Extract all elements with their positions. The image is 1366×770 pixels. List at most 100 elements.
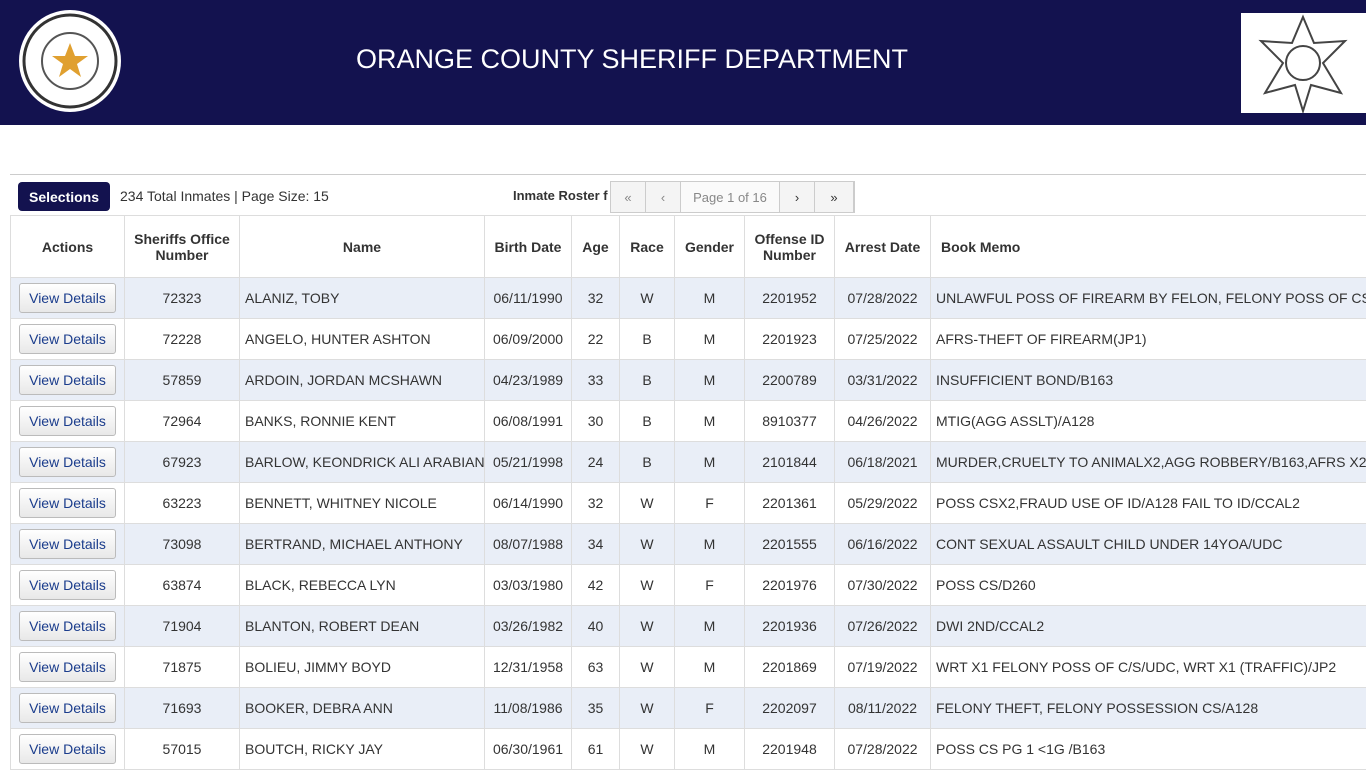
cell: BERTRAND, MICHAEL ANTHONY — [240, 524, 485, 565]
cell: BARLOW, KEONDRICK ALI ARABIAN — [240, 442, 485, 483]
view-details-button[interactable]: View Details — [19, 447, 116, 477]
view-details-button[interactable]: View Details — [19, 529, 116, 559]
cell: WRT X1 FELONY POSS OF C/S/UDC, WRT X1 (T… — [931, 647, 1366, 688]
cell: 30 — [572, 401, 620, 442]
view-details-button[interactable]: View Details — [19, 570, 116, 600]
cell: 72323 — [125, 278, 240, 319]
cell: 06/09/2000 — [485, 319, 572, 360]
cell: 22 — [572, 319, 620, 360]
actions-cell: View Details — [11, 524, 125, 565]
cell: UNLAWFUL POSS OF FIREARM BY FELON, FELON… — [931, 278, 1366, 319]
cell: 40 — [572, 606, 620, 647]
roster-label: Inmate Roster f — [513, 188, 608, 203]
view-details-button[interactable]: View Details — [19, 406, 116, 436]
cell: 2201923 — [745, 319, 835, 360]
toolbar: Selections 234 Total Inmates | Page Size… — [10, 174, 1366, 216]
cell: ALANIZ, TOBY — [240, 278, 485, 319]
view-details-button[interactable]: View Details — [19, 365, 116, 395]
cell: 12/31/1958 — [485, 647, 572, 688]
first-page[interactable]: « — [611, 182, 646, 212]
view-details-button[interactable]: View Details — [19, 652, 116, 682]
cell: BANKS, RONNIE KENT — [240, 401, 485, 442]
cell: 07/26/2022 — [835, 606, 931, 647]
cell: AFRS-THEFT OF FIREARM(JP1) — [931, 319, 1366, 360]
cell: 42 — [572, 565, 620, 606]
cell: BOLIEU, JIMMY BOYD — [240, 647, 485, 688]
cell: ARDOIN, JORDAN MCSHAWN — [240, 360, 485, 401]
cell: POSS CS/D260 — [931, 565, 1366, 606]
actions-cell: View Details — [11, 483, 125, 524]
cell: 06/30/1961 — [485, 729, 572, 770]
cell: W — [620, 524, 675, 565]
actions-cell: View Details — [11, 729, 125, 770]
cell: 11/08/1986 — [485, 688, 572, 729]
cell: F — [675, 565, 745, 606]
cell: 71904 — [125, 606, 240, 647]
cell: 72228 — [125, 319, 240, 360]
cell: ANGELO, HUNTER ASHTON — [240, 319, 485, 360]
cell: M — [675, 647, 745, 688]
actions-cell: View Details — [11, 278, 125, 319]
actions-cell: View Details — [11, 688, 125, 729]
pager: «‹Page 1 of 16›» — [610, 181, 855, 213]
cell: BLANTON, ROBERT DEAN — [240, 606, 485, 647]
cell: 72964 — [125, 401, 240, 442]
cell: 08/07/1988 — [485, 524, 572, 565]
cell: INSUFFICIENT BOND/B163 — [931, 360, 1366, 401]
cell: 63 — [572, 647, 620, 688]
cell: 06/11/1990 — [485, 278, 572, 319]
sheriff-badge — [1241, 13, 1366, 113]
cell: 07/25/2022 — [835, 319, 931, 360]
last-page[interactable]: » — [815, 182, 854, 212]
cell: W — [620, 278, 675, 319]
cell: M — [675, 442, 745, 483]
actions-cell: View Details — [11, 360, 125, 401]
cell: W — [620, 647, 675, 688]
view-details-button[interactable]: View Details — [19, 488, 116, 518]
cell: 63223 — [125, 483, 240, 524]
view-details-button[interactable]: View Details — [19, 283, 116, 313]
cell: W — [620, 729, 675, 770]
cell: DWI 2ND/CCAL2 — [931, 606, 1366, 647]
column-header: Sheriffs Office Number — [125, 216, 240, 278]
next-page[interactable]: › — [780, 182, 815, 212]
cell: 2202097 — [745, 688, 835, 729]
cell: 34 — [572, 524, 620, 565]
view-details-button[interactable]: View Details — [19, 611, 116, 641]
cell: 06/18/2021 — [835, 442, 931, 483]
selections-button[interactable]: Selections — [18, 182, 110, 211]
cell: BOOKER, DEBRA ANN — [240, 688, 485, 729]
cell: 07/19/2022 — [835, 647, 931, 688]
cell: M — [675, 729, 745, 770]
cell: M — [675, 401, 745, 442]
cell: M — [675, 360, 745, 401]
cell: 07/28/2022 — [835, 729, 931, 770]
cell: W — [620, 606, 675, 647]
cell: MTIG(AGG ASSLT)/A128 — [931, 401, 1366, 442]
cell: 06/16/2022 — [835, 524, 931, 565]
cell: B — [620, 360, 675, 401]
cell: 67923 — [125, 442, 240, 483]
cell: 2201555 — [745, 524, 835, 565]
cell: 03/03/1980 — [485, 565, 572, 606]
cell: W — [620, 483, 675, 524]
summary: 234 Total Inmates | Page Size: 15 — [120, 188, 329, 204]
view-details-button[interactable]: View Details — [19, 324, 116, 354]
view-details-button[interactable]: View Details — [19, 734, 116, 764]
cell: 2201952 — [745, 278, 835, 319]
view-details-button[interactable]: View Details — [19, 693, 116, 723]
cell: 63874 — [125, 565, 240, 606]
column-header: Age — [572, 216, 620, 278]
cell: 06/14/1990 — [485, 483, 572, 524]
prev-page[interactable]: ‹ — [646, 182, 681, 212]
column-header: Race — [620, 216, 675, 278]
actions-cell: View Details — [11, 401, 125, 442]
cell: MURDER,CRUELTY TO ANIMALX2,AGG ROBBERY/B… — [931, 442, 1366, 483]
